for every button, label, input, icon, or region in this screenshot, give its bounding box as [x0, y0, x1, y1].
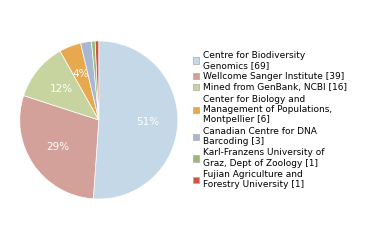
Wedge shape: [24, 51, 99, 120]
Wedge shape: [95, 41, 99, 120]
Legend: Centre for Biodiversity
Genomics [69], Wellcome Sanger Institute [39], Mined fro: Centre for Biodiversity Genomics [69], W…: [193, 51, 347, 189]
Text: 51%: 51%: [136, 117, 159, 127]
Text: 29%: 29%: [47, 142, 70, 152]
Text: 12%: 12%: [49, 84, 73, 94]
Wedge shape: [81, 41, 99, 120]
Wedge shape: [60, 43, 99, 120]
Wedge shape: [92, 41, 99, 120]
Text: 4%: 4%: [73, 69, 89, 79]
Wedge shape: [93, 41, 178, 199]
Wedge shape: [20, 96, 99, 199]
